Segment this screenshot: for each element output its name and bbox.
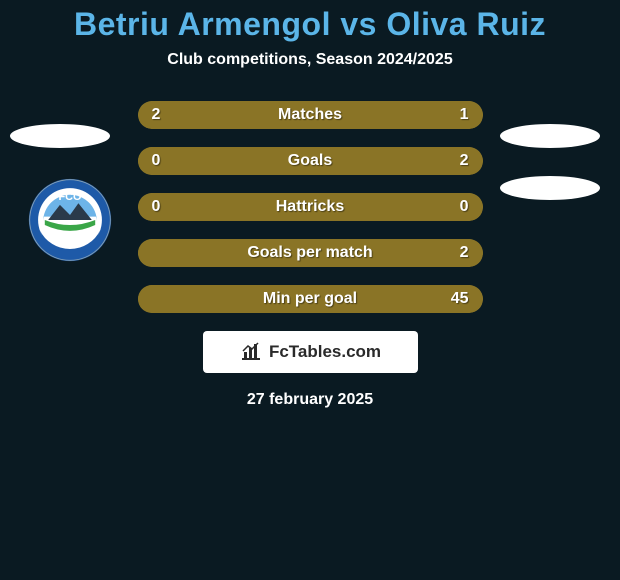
subtitle: Club competitions, Season 2024/2025	[0, 51, 620, 69]
player-silhouette	[10, 124, 110, 148]
stat-right-value: 0	[443, 198, 483, 216]
stat-label: Min per goal	[178, 290, 443, 308]
stat-right-value: 2	[443, 244, 483, 262]
stat-label: Hattricks	[178, 198, 443, 216]
player-silhouette	[500, 176, 600, 200]
brand-box[interactable]: FcTables.com	[203, 331, 418, 373]
stat-row: Goals per match 2	[138, 239, 483, 267]
stat-right-value: 1	[443, 106, 483, 124]
stat-row: 0 Goals 2	[138, 147, 483, 175]
date-text: 27 february 2025	[0, 391, 620, 409]
chart-icon	[239, 340, 263, 364]
stat-row: Min per goal 45	[138, 285, 483, 313]
svg-text:Futbol Club Ordino: Futbol Club Ordino	[46, 234, 93, 240]
player-silhouette	[500, 124, 600, 148]
stat-left-value: 2	[138, 106, 178, 124]
stat-label: Goals per match	[178, 244, 443, 262]
club-badge: FCO Futbol Club Ordino	[28, 178, 112, 262]
stat-left-value: 0	[138, 152, 178, 170]
svg-text:FCO: FCO	[58, 191, 82, 203]
stat-label: Goals	[178, 152, 443, 170]
stat-right-value: 2	[443, 152, 483, 170]
stat-row: 0 Hattricks 0	[138, 193, 483, 221]
stat-left-value: 0	[138, 198, 178, 216]
stat-row: 2 Matches 1	[138, 101, 483, 129]
stat-right-value: 45	[443, 290, 483, 308]
stat-label: Matches	[178, 106, 443, 124]
page-title: Betriu Armengol vs Oliva Ruiz	[0, 6, 620, 43]
brand-label: FcTables.com	[269, 342, 381, 362]
